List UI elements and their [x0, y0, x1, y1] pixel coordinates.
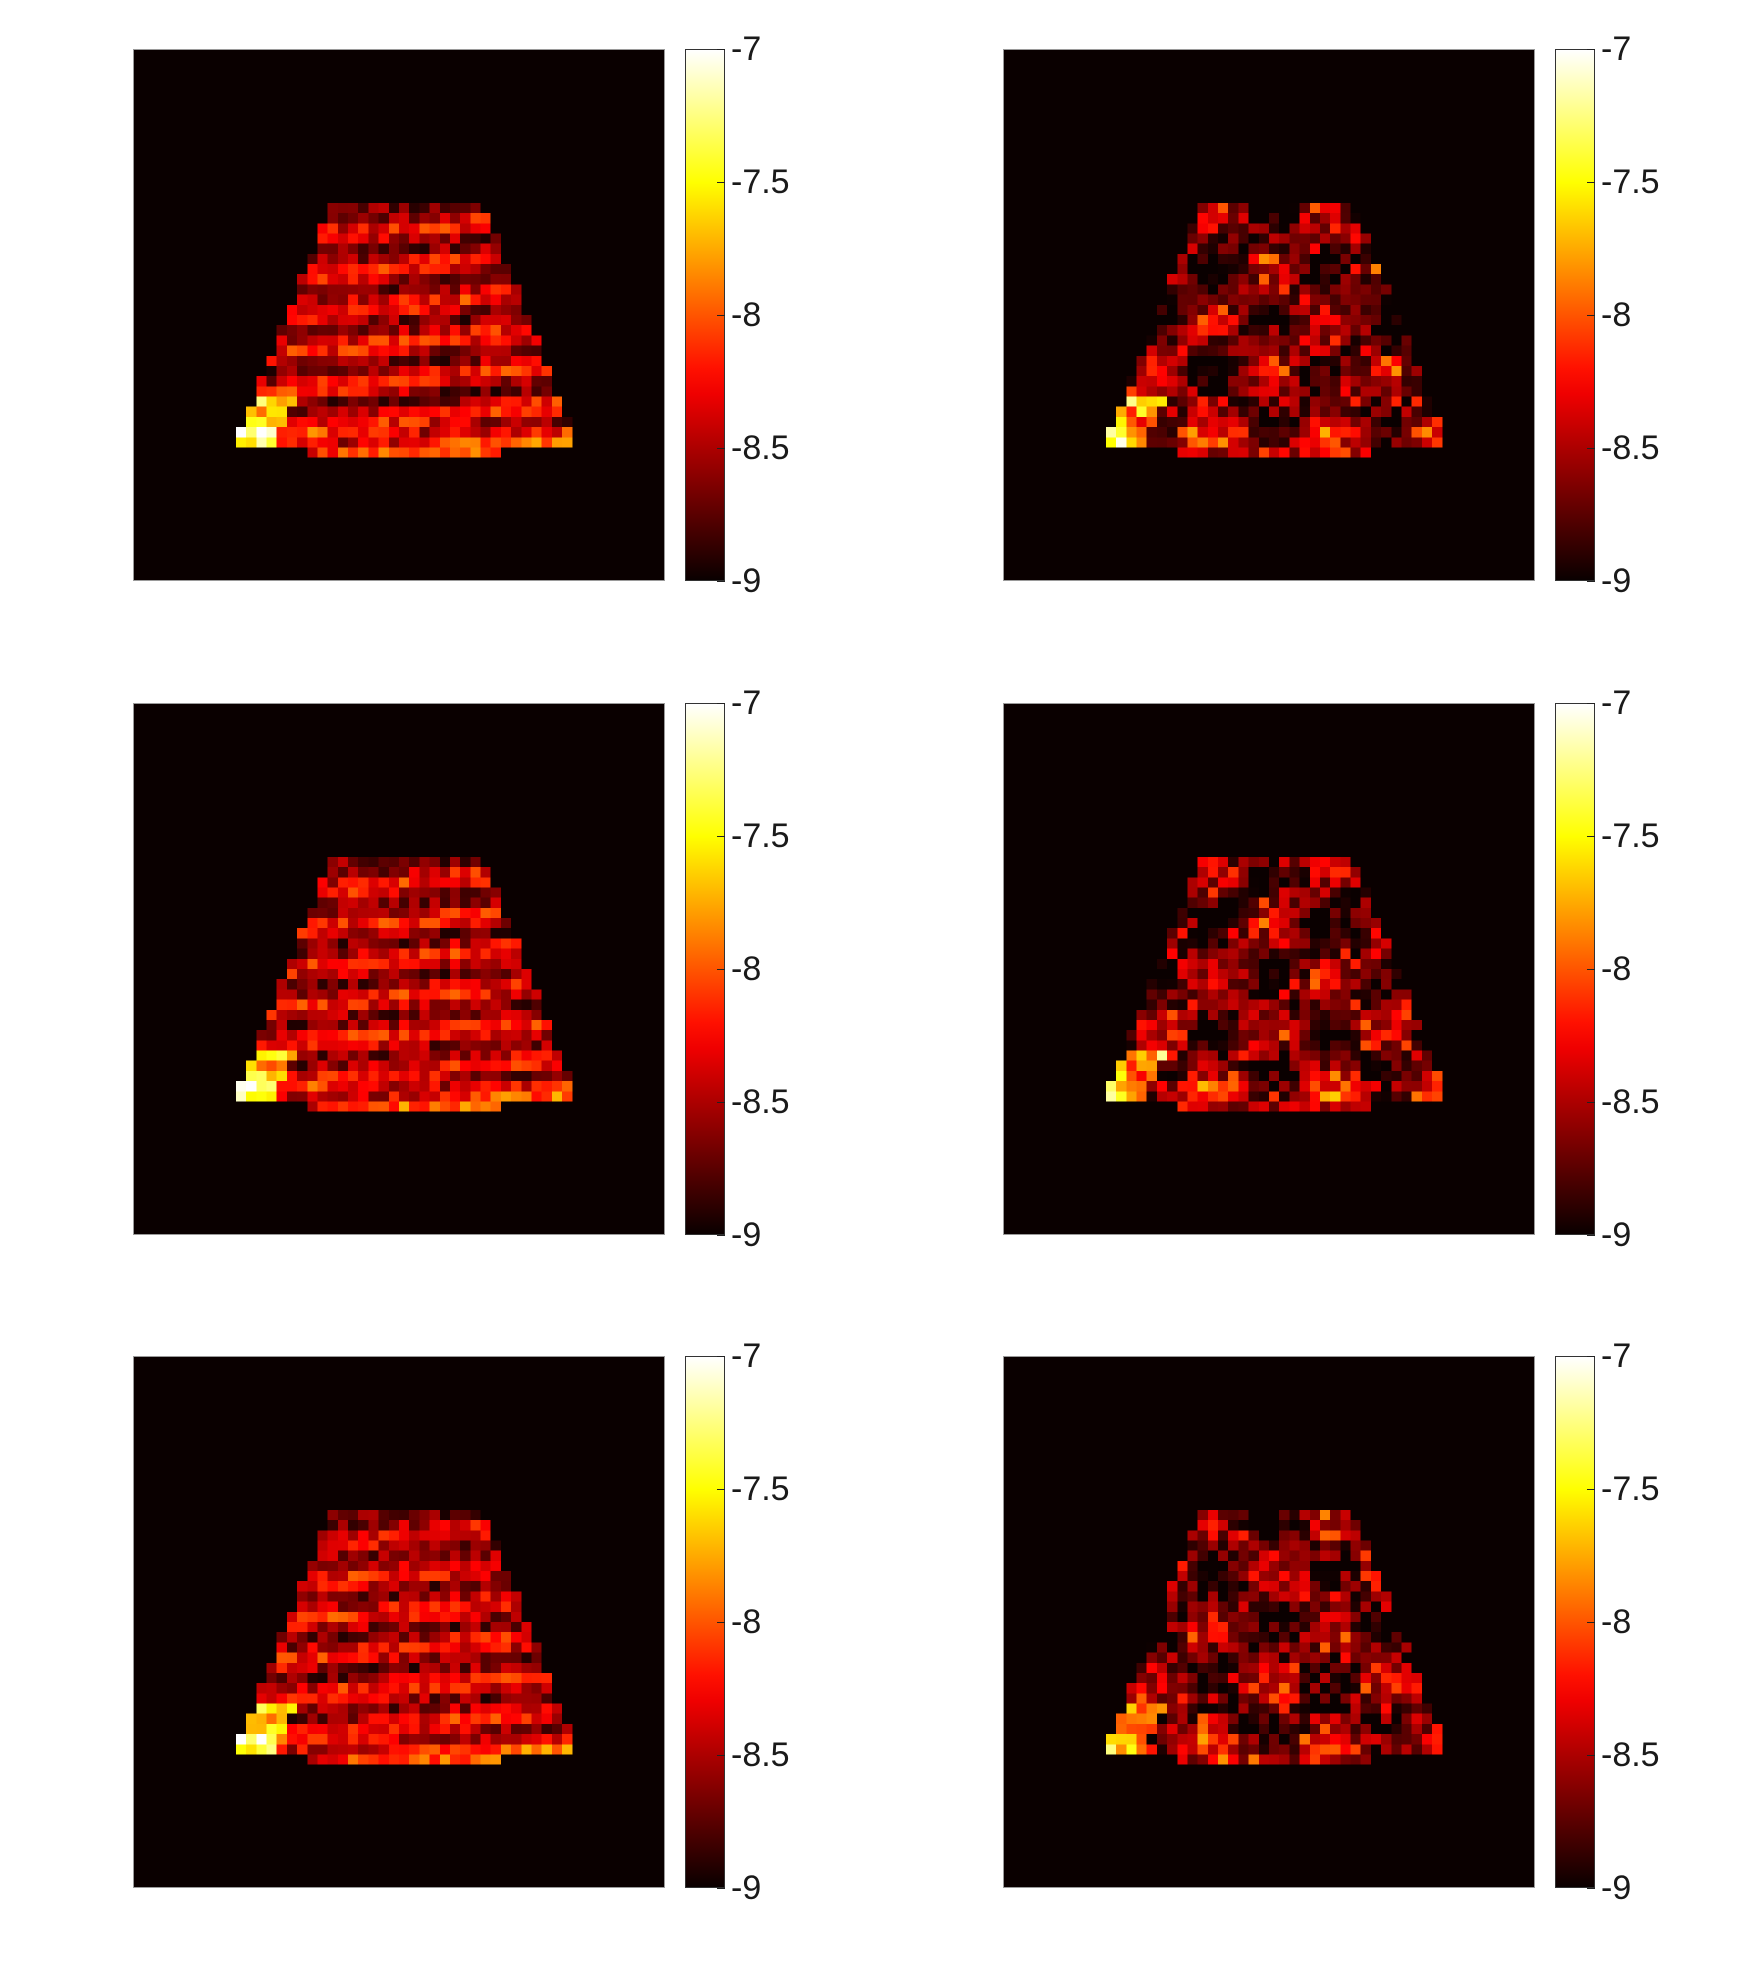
colorbar-tick-label: -8.5: [1601, 1736, 1660, 1774]
colorbar-tick-label: -8.5: [1601, 1083, 1660, 1121]
colorbar-tick: [1587, 581, 1595, 582]
colorbar-tick: [1587, 969, 1595, 970]
colorbar-tick-label: -8: [731, 1603, 762, 1641]
colorbar-tick-label: -8: [1601, 296, 1632, 334]
colorbar-tick: [1587, 315, 1595, 316]
heatmap-canvas: [1004, 1357, 1534, 1887]
colorbar-tick-label: -7.5: [1601, 817, 1660, 855]
colorbar-tick-label: -8.5: [1601, 429, 1660, 467]
colorbar-tick-label: -8: [1601, 950, 1632, 988]
colorbar-tick-label: -8.5: [731, 1083, 790, 1121]
colorbar-tick-label: -7: [731, 1337, 762, 1375]
colorbar-tick: [1587, 703, 1595, 704]
colorbar-tick: [717, 836, 725, 837]
colorbar-tick-label: -8: [1601, 1603, 1632, 1641]
colorbar-tick: [1587, 1489, 1595, 1490]
colorbar-tick: [1587, 1755, 1595, 1756]
colorbar-tick: [717, 581, 725, 582]
colorbar-tick-label: -7.5: [1601, 163, 1660, 201]
colorbar-tick: [717, 1235, 725, 1236]
colorbar-tick: [717, 315, 725, 316]
colorbar-tick-label: -8: [731, 950, 762, 988]
colorbar-tick-label: -7: [1601, 684, 1632, 722]
heatmap-canvas: [134, 1357, 664, 1887]
heatmap-canvas: [134, 704, 664, 1234]
colorbar-tick: [717, 1489, 725, 1490]
heatmap-image: [133, 1356, 665, 1888]
colorbar-tick: [717, 182, 725, 183]
colorbar-tick: [1587, 1888, 1595, 1889]
heatmap-canvas: [1004, 704, 1534, 1234]
colorbar-tick-label: -7.5: [731, 1470, 790, 1508]
colorbar-tick: [717, 969, 725, 970]
colorbar-tick-label: -7: [1601, 30, 1632, 68]
colorbar-tick: [717, 448, 725, 449]
colorbar-tick-label: -9: [731, 1869, 762, 1907]
heatmap-canvas: [1004, 50, 1534, 580]
colorbar-tick: [1587, 1102, 1595, 1103]
heatmap-image: [1003, 703, 1535, 1235]
heatmap-image: [133, 49, 665, 581]
heatmap-image: [133, 703, 665, 1235]
colorbar-tick: [1587, 836, 1595, 837]
heatmap-image: [1003, 49, 1535, 581]
colorbar-tick-label: -8.5: [731, 429, 790, 467]
colorbar-tick-label: -9: [1601, 1216, 1632, 1254]
colorbar-tick-label: -7.5: [731, 817, 790, 855]
colorbar-tick: [717, 1622, 725, 1623]
colorbar-tick-label: -9: [731, 1216, 762, 1254]
colorbar-tick-label: -8: [731, 296, 762, 334]
colorbar-tick: [1587, 1356, 1595, 1357]
colorbar-tick-label: -7.5: [1601, 1470, 1660, 1508]
colorbar-tick-label: -9: [1601, 1869, 1632, 1907]
heatmap-canvas: [134, 50, 664, 580]
colorbar-tick: [717, 1356, 725, 1357]
colorbar-tick: [717, 703, 725, 704]
colorbar-tick: [1587, 182, 1595, 183]
colorbar-tick-label: -7: [1601, 1337, 1632, 1375]
colorbar-tick: [717, 1888, 725, 1889]
colorbar-tick: [1587, 1235, 1595, 1236]
colorbar-tick-label: -7: [731, 30, 762, 68]
colorbar-tick-label: -9: [1601, 562, 1632, 600]
colorbar-tick-label: -8.5: [731, 1736, 790, 1774]
colorbar-tick: [717, 49, 725, 50]
colorbar-tick: [717, 1102, 725, 1103]
colorbar-tick: [1587, 1622, 1595, 1623]
colorbar-tick: [717, 1755, 725, 1756]
colorbar-tick: [1587, 448, 1595, 449]
colorbar-tick-label: -9: [731, 562, 762, 600]
colorbar-tick-label: -7.5: [731, 163, 790, 201]
colorbar-tick-label: -7: [731, 684, 762, 722]
heatmap-image: [1003, 1356, 1535, 1888]
colorbar-tick: [1587, 49, 1595, 50]
